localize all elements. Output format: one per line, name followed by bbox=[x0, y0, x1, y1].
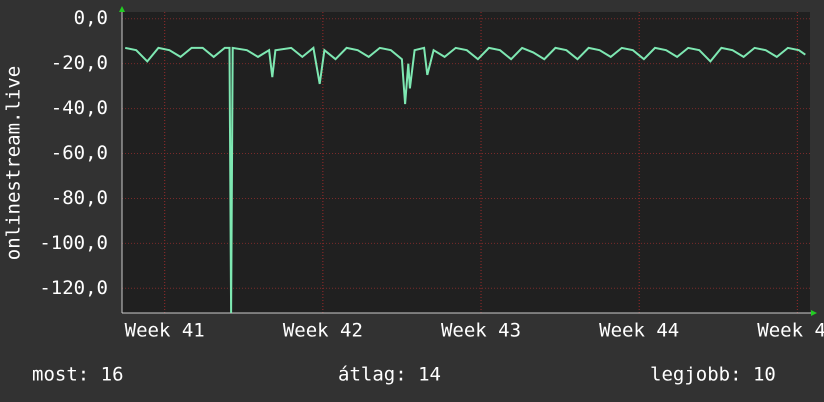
y-tick-label: -20,0 bbox=[51, 52, 108, 74]
y-tick-label: 0,0 bbox=[74, 7, 108, 29]
y-tick-label: -40,0 bbox=[51, 97, 108, 119]
stat-label: most: 16 bbox=[32, 364, 124, 386]
y-tick-label: -120,0 bbox=[39, 277, 108, 299]
axis-arrow bbox=[811, 310, 817, 316]
plot-area bbox=[122, 12, 810, 313]
stat-label: legjobb: 10 bbox=[650, 364, 776, 386]
y-axis-label: onlinestream.live bbox=[3, 66, 25, 260]
x-tick-label: Week 44 bbox=[599, 320, 679, 342]
x-tick-label: Week 43 bbox=[441, 320, 521, 342]
axis-arrow bbox=[119, 6, 125, 12]
stat-label: átlag: 14 bbox=[338, 364, 441, 386]
y-tick-label: -60,0 bbox=[51, 142, 108, 164]
y-tick-label: -100,0 bbox=[39, 232, 108, 254]
x-tick-label: Week 41 bbox=[125, 320, 205, 342]
series-line bbox=[124, 46, 806, 314]
y-tick-label: -80,0 bbox=[51, 187, 108, 209]
x-tick-label: Week 45 bbox=[757, 320, 824, 342]
x-tick-label: Week 42 bbox=[283, 320, 363, 342]
